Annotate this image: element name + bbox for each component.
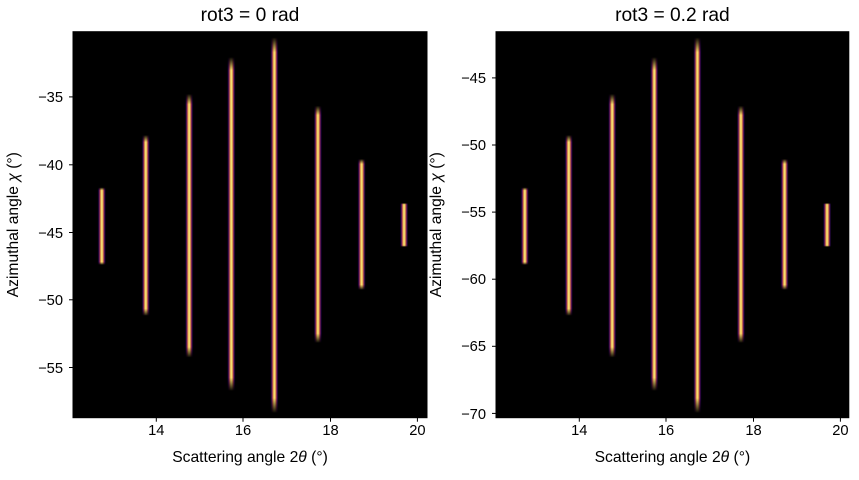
svg-text:18: 18 [322, 423, 338, 439]
svg-text:−70: −70 [461, 407, 486, 423]
svg-text:−60: −60 [461, 272, 486, 288]
svg-text:Azimuthal angle χ (°): Azimuthal angle χ (°) [5, 152, 22, 297]
svg-text:−65: −65 [461, 339, 486, 355]
svg-text:−40: −40 [38, 158, 63, 174]
svg-text:−45: −45 [461, 71, 486, 87]
svg-text:20: 20 [409, 423, 425, 439]
svg-text:−55: −55 [38, 361, 63, 377]
svg-text:14: 14 [148, 423, 164, 439]
svg-text:18: 18 [745, 423, 761, 439]
svg-text:16: 16 [235, 423, 251, 439]
svg-text:Azimuthal angle χ (°): Azimuthal angle χ (°) [428, 152, 445, 297]
svg-text:Scattering angle 2θ (°): Scattering angle 2θ (°) [595, 449, 751, 466]
svg-text:20: 20 [832, 423, 848, 439]
svg-text:−45: −45 [38, 226, 63, 242]
svg-text:16: 16 [658, 423, 674, 439]
svg-text:Scattering angle 2θ (°): Scattering angle 2θ (°) [172, 449, 328, 466]
svg-text:−50: −50 [461, 138, 486, 154]
svg-text:−55: −55 [461, 205, 486, 221]
svg-text:−50: −50 [38, 293, 63, 309]
svg-text:rot3 = 0 rad: rot3 = 0 rad [201, 5, 300, 26]
svg-text:−35: −35 [38, 90, 63, 106]
svg-text:rot3 = 0.2 rad: rot3 = 0.2 rad [615, 5, 730, 26]
svg-text:14: 14 [571, 423, 587, 439]
